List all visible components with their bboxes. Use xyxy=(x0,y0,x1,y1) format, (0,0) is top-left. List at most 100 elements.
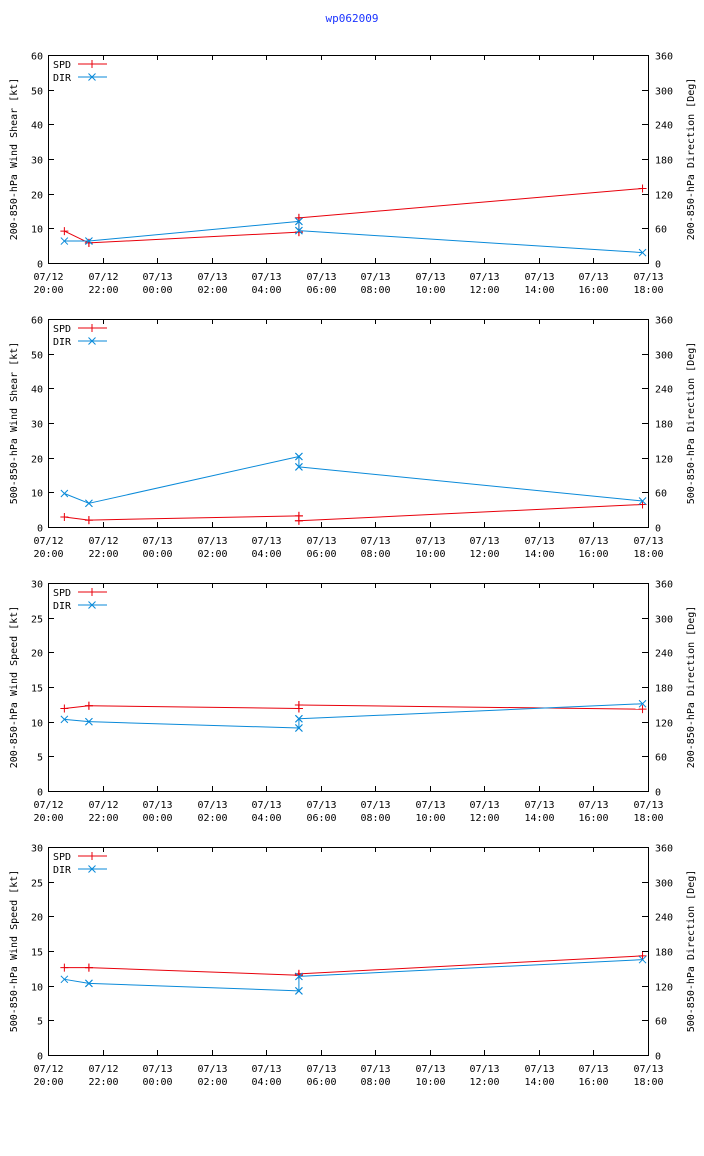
dir-line-segment xyxy=(64,493,90,504)
x-tick-label-date: 07/12 xyxy=(88,536,118,547)
x-tick-label-time: 14:00 xyxy=(524,285,554,296)
x-tick-label-time: 18:00 xyxy=(633,1077,663,1088)
x-tick-label-time: 02:00 xyxy=(197,285,227,296)
x-tick-label-date: 07/13 xyxy=(633,1064,663,1075)
legend: SPD DIR xyxy=(53,852,107,876)
y2-tick-label: 120 xyxy=(655,191,673,202)
x-tick-label-time: 18:00 xyxy=(633,285,663,296)
spd-line-segment xyxy=(88,231,299,244)
dir-line-segment xyxy=(64,978,89,984)
y2-tick-label: 300 xyxy=(655,87,673,98)
y2-tick-label: 300 xyxy=(655,615,673,626)
x-tick-label-time: 10:00 xyxy=(415,813,445,824)
x-tick-label-date: 07/13 xyxy=(306,800,336,811)
plot-frame xyxy=(48,55,649,264)
x-tick-label-time: 06:00 xyxy=(306,549,336,560)
legend-spd-marker xyxy=(88,852,96,860)
spd-point xyxy=(638,705,647,714)
y-tick-label: 20 xyxy=(31,649,43,660)
y2-tick-label: 180 xyxy=(655,156,673,167)
y2-tick-label: 60 xyxy=(655,1017,667,1028)
x-tick-label-time: 10:00 xyxy=(415,1077,445,1088)
legend-dir-marker xyxy=(88,337,96,345)
series-spd xyxy=(60,500,647,525)
x-tick-label-date: 07/13 xyxy=(469,536,499,547)
x-tick-label-time: 16:00 xyxy=(578,549,608,560)
dir-point xyxy=(295,217,303,226)
x-tick-label-date: 07/13 xyxy=(306,1064,336,1075)
y2-tick-label: 180 xyxy=(655,948,673,959)
y2-axis-label: 500-850-hPa Direction [Deg] xyxy=(686,870,697,1033)
y-tick-label: 50 xyxy=(31,351,43,362)
dir-line-segment xyxy=(88,982,299,992)
y-tick-label: 25 xyxy=(31,615,43,626)
spd-point xyxy=(638,500,647,509)
y2-tick-label: 360 xyxy=(655,844,673,855)
x-tick-label-date: 07/12 xyxy=(33,800,63,811)
legend-dir-marker xyxy=(88,865,96,873)
x-tick-label-time: 08:00 xyxy=(360,549,390,560)
y-tick-label: 20 xyxy=(31,913,43,924)
x-tick-label-time: 14:00 xyxy=(524,1077,554,1088)
x-tick-label-time: 20:00 xyxy=(33,549,63,560)
dir-point xyxy=(60,237,69,245)
y-tick-label: 0 xyxy=(37,524,43,535)
y-tick-label: 50 xyxy=(31,87,43,98)
series-dir xyxy=(60,699,647,732)
y-tick-label: 40 xyxy=(31,121,43,132)
x-tick-label-date: 07/13 xyxy=(415,800,445,811)
y-tick-label: 15 xyxy=(31,948,43,959)
legend-dir-label: DIR xyxy=(53,865,72,876)
spd-point xyxy=(84,516,93,525)
y-axis-label: 200-850-hPa Wind Speed [kt] xyxy=(9,606,20,769)
legend: SPD DIR xyxy=(53,588,107,612)
dir-line-segment xyxy=(298,703,643,720)
y-tick-label: 5 xyxy=(37,753,43,764)
y-axis-label: 500-850-hPa Wind Shear [kt] xyxy=(9,342,20,505)
y2-tick-label: 300 xyxy=(655,351,673,362)
x-tick-label-date: 07/13 xyxy=(469,800,499,811)
x-tick-label-time: 08:00 xyxy=(360,285,390,296)
x-tick-label-time: 00:00 xyxy=(142,285,172,296)
spd-line-segment xyxy=(298,704,643,710)
legend-spd-label: SPD xyxy=(53,324,71,335)
x-tick-label-date: 07/13 xyxy=(524,536,554,547)
x-tick-label-time: 06:00 xyxy=(306,1077,336,1088)
chart-panel-3: 05101520253006012018024030036007/1220:00… xyxy=(9,580,697,825)
dir-line-segment xyxy=(88,456,300,504)
x-tick-label-date: 07/13 xyxy=(197,800,227,811)
x-tick-label-time: 20:00 xyxy=(33,1077,63,1088)
y-tick-label: 15 xyxy=(31,684,43,695)
y-axis-label: 500-850-hPa Wind Speed [kt] xyxy=(9,870,20,1033)
legend-spd-label: SPD xyxy=(53,588,71,599)
y-tick-label: 10 xyxy=(31,225,43,236)
x-tick-label-date: 07/13 xyxy=(251,536,281,547)
spd-point xyxy=(60,227,69,236)
spd-line-segment xyxy=(64,516,89,521)
x-tick-label-date: 07/12 xyxy=(33,536,63,547)
x-tick-label-date: 07/13 xyxy=(633,536,663,547)
x-tick-label-date: 07/13 xyxy=(415,272,445,283)
x-tick-label-time: 04:00 xyxy=(251,285,281,296)
x-tick-label-date: 07/13 xyxy=(469,272,499,283)
spd-point xyxy=(60,963,69,972)
x-tick-label-date: 07/13 xyxy=(415,1064,445,1075)
x-tick-label-time: 08:00 xyxy=(360,1077,390,1088)
dir-point xyxy=(295,463,303,471)
x-tick-label-time: 12:00 xyxy=(469,285,499,296)
x-tick-label-time: 22:00 xyxy=(88,813,118,824)
x-tick-label-date: 07/13 xyxy=(469,1064,499,1075)
x-tick-label-time: 18:00 xyxy=(633,813,663,824)
y-tick-label: 10 xyxy=(31,489,43,500)
x-tick-label-date: 07/13 xyxy=(306,272,336,283)
x-tick-label-date: 07/13 xyxy=(360,800,390,811)
x-tick-label-date: 07/13 xyxy=(360,1064,390,1075)
x-tick-label-date: 07/13 xyxy=(197,1064,227,1075)
x-tick-label-date: 07/13 xyxy=(633,800,663,811)
x-tick-label-time: 16:00 xyxy=(578,1077,608,1088)
plot-frame xyxy=(48,583,649,792)
spd-line-segment xyxy=(298,955,643,975)
x-tick-label-time: 04:00 xyxy=(251,1077,281,1088)
y-axis-label: 200-850-hPa Wind Shear [kt] xyxy=(9,78,20,241)
y2-tick-label: 120 xyxy=(655,455,673,466)
